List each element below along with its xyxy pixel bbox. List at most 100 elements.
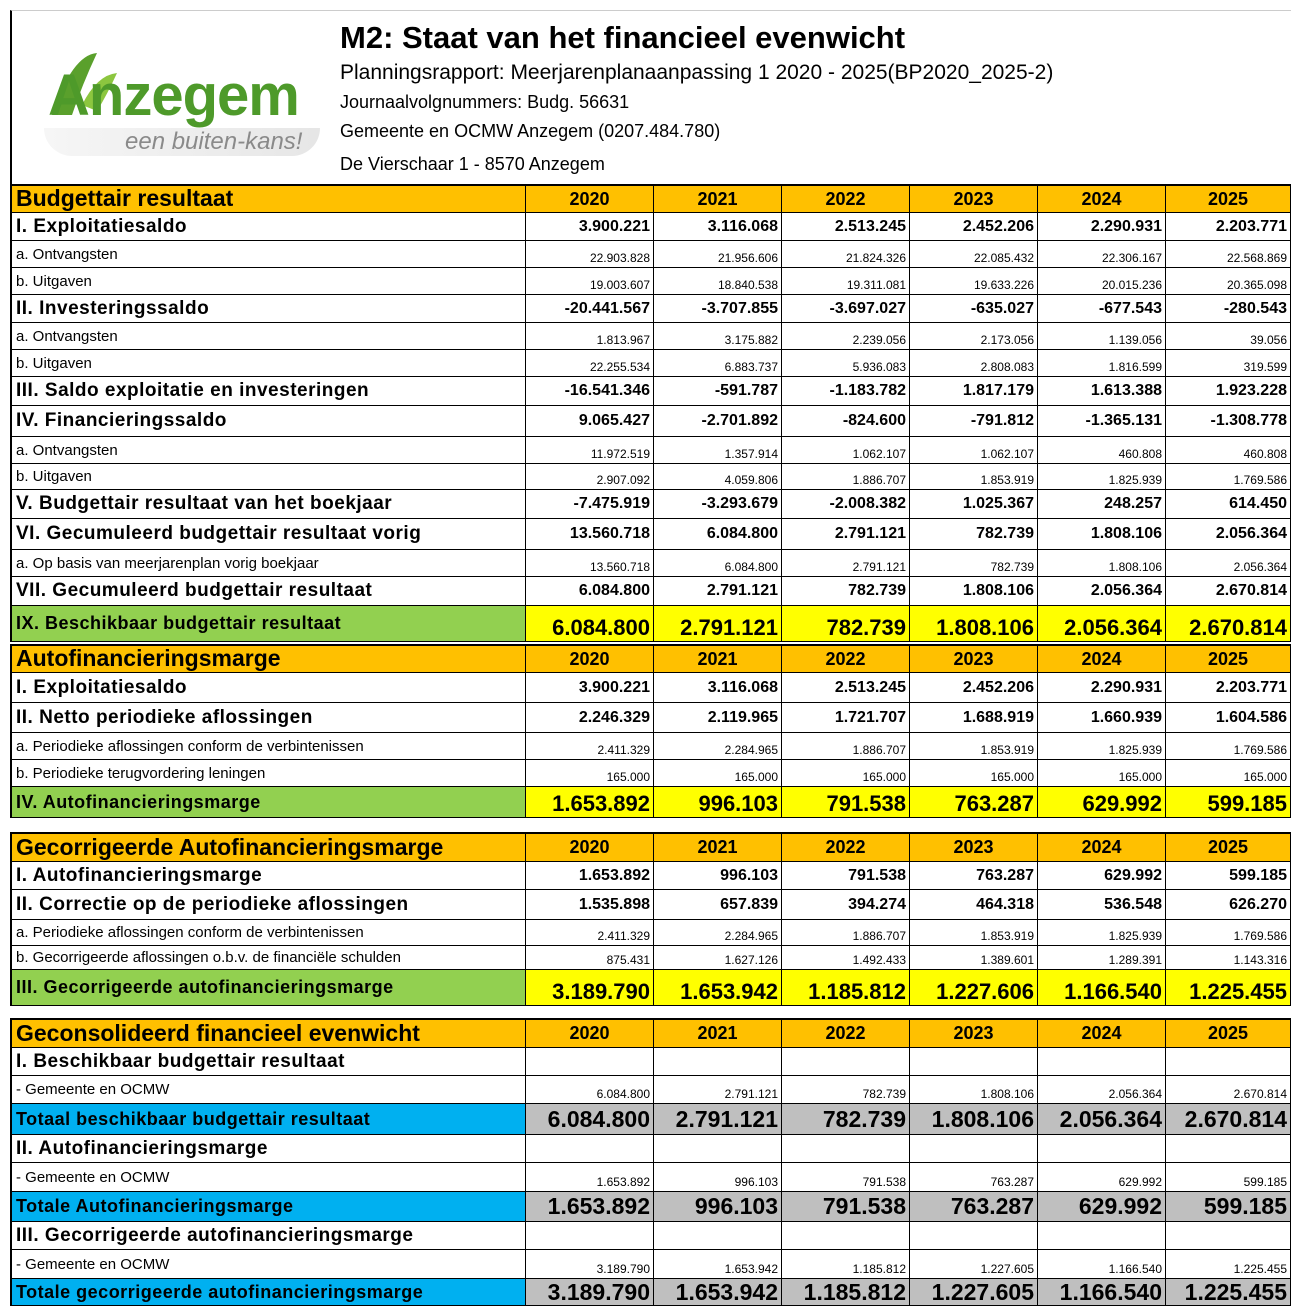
row-label: VI. Gecumuleerd budgettair resultaat vor… xyxy=(10,519,526,550)
row-value: 1.225.455 xyxy=(1166,1279,1291,1306)
row-value: 1.225.455 xyxy=(1166,1250,1291,1279)
row-value: 782.739 xyxy=(782,577,910,606)
row-label: Totaal beschikbaar budgettair resultaat xyxy=(10,1104,526,1135)
header-line: Gemeente en OCMW Anzegem (0207.484.780) xyxy=(340,121,721,141)
row-value: 1.627.126 xyxy=(654,946,782,970)
row-value: 6.084.800 xyxy=(526,577,654,606)
row-value: 2.246.329 xyxy=(526,703,654,733)
logo-tagline: een buiten-kans! xyxy=(125,128,303,155)
row-label: a. Ontvangsten xyxy=(10,437,526,464)
row-value: 2.056.364 xyxy=(1038,606,1166,642)
empty-cell xyxy=(526,1222,654,1250)
year-header: 2022 xyxy=(782,184,910,213)
row-value: 2.290.931 xyxy=(1038,673,1166,703)
row-value: 536.548 xyxy=(1038,890,1166,920)
row-value: 1.825.939 xyxy=(1038,464,1166,490)
row-value: 165.000 xyxy=(1038,760,1166,787)
row-value: 1.853.919 xyxy=(910,733,1038,760)
row-value: 791.538 xyxy=(782,1163,910,1192)
row-label: a. Periodieke aflossingen conform de ver… xyxy=(10,733,526,760)
row-value: 599.185 xyxy=(1166,1192,1291,1222)
row-value: 1.227.606 xyxy=(910,970,1038,1006)
header-line: De Vierschaar 1 - 8570 Anzegem xyxy=(340,154,605,174)
row-value: 165.000 xyxy=(782,760,910,787)
row-value: 19.003.607 xyxy=(526,268,654,295)
row-value: 22.306.167 xyxy=(1038,241,1166,268)
row-value: 1.062.107 xyxy=(782,437,910,464)
row-value: 1.653.892 xyxy=(526,862,654,890)
row-value: 2.791.121 xyxy=(654,577,782,606)
row-label: a. Ontvangsten xyxy=(10,241,526,268)
row-value: 11.972.519 xyxy=(526,437,654,464)
row-value: 1.535.898 xyxy=(526,890,654,920)
row-value: -2.701.892 xyxy=(654,406,782,437)
row-value: 791.538 xyxy=(782,1192,910,1222)
empty-cell xyxy=(910,1048,1038,1076)
logo-swoosh xyxy=(44,128,320,156)
row-label: - Gemeente en OCMW xyxy=(10,1076,526,1104)
row-value: 3.189.790 xyxy=(526,1279,654,1306)
year-header: 2023 xyxy=(910,184,1038,213)
title: M2: Staat van het financieel evenwicht xyxy=(340,20,906,55)
year-header: 2025 xyxy=(1166,644,1291,673)
row-value: 599.185 xyxy=(1166,1163,1291,1192)
empty-cell xyxy=(1166,1048,1291,1076)
row-value: 20.365.098 xyxy=(1166,268,1291,295)
row-value: 1.139.056 xyxy=(1038,323,1166,350)
row-value: 782.739 xyxy=(910,550,1038,577)
row-label: II. Autofinancieringsmarge xyxy=(10,1135,526,1163)
row-value: 2.056.364 xyxy=(1166,550,1291,577)
row-value: 39.056 xyxy=(1166,323,1291,350)
row-value: 394.274 xyxy=(782,890,910,920)
row-value: 996.103 xyxy=(654,1163,782,1192)
row-value: 1.853.919 xyxy=(910,920,1038,946)
row-value: 2.907.092 xyxy=(526,464,654,490)
year-header: 2024 xyxy=(1038,644,1166,673)
row-label: - Gemeente en OCMW xyxy=(10,1163,526,1192)
row-value: 782.739 xyxy=(910,519,1038,550)
row-value: 22.903.828 xyxy=(526,241,654,268)
row-value: 2.411.329 xyxy=(526,733,654,760)
row-value: 2.670.814 xyxy=(1166,606,1291,642)
row-value: 13.560.718 xyxy=(526,550,654,577)
year-header: 2022 xyxy=(782,644,910,673)
row-value: 763.287 xyxy=(910,1163,1038,1192)
row-value: 2.056.364 xyxy=(1166,519,1291,550)
row-value: -3.697.027 xyxy=(782,295,910,323)
row-value: 2.203.771 xyxy=(1166,213,1291,241)
row-value: 1.808.106 xyxy=(1038,550,1166,577)
row-label: II. Investeringssaldo xyxy=(10,295,526,323)
year-header: 2020 xyxy=(526,644,654,673)
section-title: Gecorrigeerde Autofinancieringsmarge xyxy=(10,832,526,862)
row-label: IV. Financieringssaldo xyxy=(10,406,526,437)
row-value: 1.389.601 xyxy=(910,946,1038,970)
row-value: 3.189.790 xyxy=(526,1250,654,1279)
row-value: 629.992 xyxy=(1038,787,1166,818)
row-value: 1.166.540 xyxy=(1038,1250,1166,1279)
row-value: 626.270 xyxy=(1166,890,1291,920)
row-value: 1.166.540 xyxy=(1038,970,1166,1006)
year-header: 2021 xyxy=(654,1018,782,1048)
row-value: 2.670.814 xyxy=(1166,1104,1291,1135)
row-value: 2.203.771 xyxy=(1166,673,1291,703)
row-value: 1.653.942 xyxy=(654,1250,782,1279)
row-value: 782.739 xyxy=(782,1104,910,1135)
row-value: 165.000 xyxy=(654,760,782,787)
row-value: 4.059.806 xyxy=(654,464,782,490)
row-value: 2.239.056 xyxy=(782,323,910,350)
year-header: 2020 xyxy=(526,832,654,862)
row-value: 1.227.605 xyxy=(910,1250,1038,1279)
row-value: 1.813.967 xyxy=(526,323,654,350)
header-box xyxy=(10,10,1291,184)
row-value: 2.284.965 xyxy=(654,920,782,946)
year-header: 2024 xyxy=(1038,832,1166,862)
row-value: 1.808.106 xyxy=(910,606,1038,642)
row-value: 1.660.939 xyxy=(1038,703,1166,733)
row-value: 1.808.106 xyxy=(910,1104,1038,1135)
row-value: 1.816.599 xyxy=(1038,350,1166,377)
year-header: 2022 xyxy=(782,1018,910,1048)
row-value: 1.886.707 xyxy=(782,464,910,490)
row-value: 1.721.707 xyxy=(782,703,910,733)
row-value: -3.707.855 xyxy=(654,295,782,323)
row-value: 2.284.965 xyxy=(654,733,782,760)
